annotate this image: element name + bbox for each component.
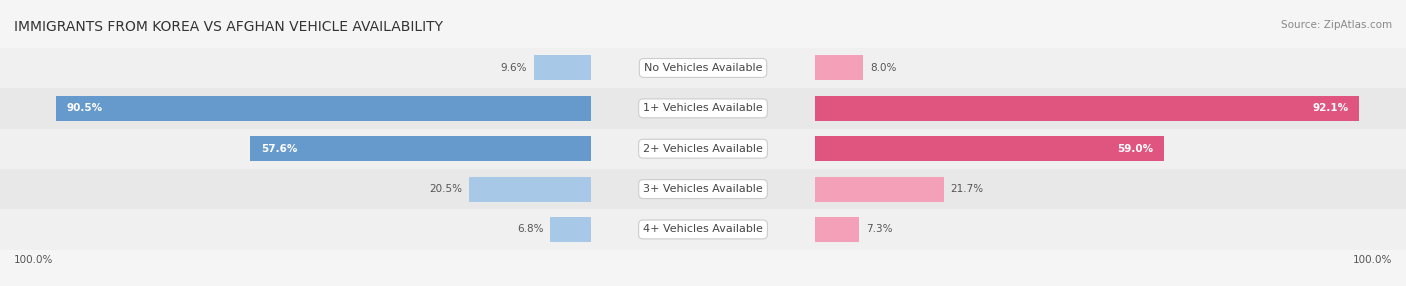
Text: No Vehicles Available: No Vehicles Available: [644, 63, 762, 73]
Bar: [550, 217, 591, 242]
Text: 6.8%: 6.8%: [517, 225, 543, 235]
Text: 92.1%: 92.1%: [1313, 103, 1348, 113]
Bar: [0, 88, 1406, 128]
Text: 2+ Vehicles Available: 2+ Vehicles Available: [643, 144, 763, 154]
Bar: [815, 96, 1360, 121]
Text: 59.0%: 59.0%: [1118, 144, 1153, 154]
Bar: [815, 55, 863, 80]
Text: 100.0%: 100.0%: [14, 255, 53, 265]
Bar: [0, 209, 1406, 250]
Bar: [0, 128, 1406, 169]
Text: 20.5%: 20.5%: [429, 184, 463, 194]
Text: 21.7%: 21.7%: [950, 184, 984, 194]
Text: IMMIGRANTS FROM KOREA VS AFGHAN VEHICLE AVAILABILITY: IMMIGRANTS FROM KOREA VS AFGHAN VEHICLE …: [14, 20, 443, 34]
Bar: [0, 169, 1406, 209]
Bar: [815, 176, 943, 202]
Bar: [0, 48, 1406, 88]
Bar: [470, 176, 591, 202]
Text: Source: ZipAtlas.com: Source: ZipAtlas.com: [1281, 20, 1392, 30]
Text: 8.0%: 8.0%: [870, 63, 896, 73]
Bar: [250, 136, 591, 161]
Bar: [815, 136, 1164, 161]
Bar: [534, 55, 591, 80]
Text: 4+ Vehicles Available: 4+ Vehicles Available: [643, 225, 763, 235]
Text: 1+ Vehicles Available: 1+ Vehicles Available: [643, 103, 763, 113]
Text: 7.3%: 7.3%: [866, 225, 893, 235]
Text: 57.6%: 57.6%: [262, 144, 297, 154]
Text: 9.6%: 9.6%: [501, 63, 527, 73]
Text: 3+ Vehicles Available: 3+ Vehicles Available: [643, 184, 763, 194]
Bar: [56, 96, 591, 121]
Text: 90.5%: 90.5%: [66, 103, 103, 113]
Bar: [815, 217, 859, 242]
Text: 100.0%: 100.0%: [1353, 255, 1392, 265]
